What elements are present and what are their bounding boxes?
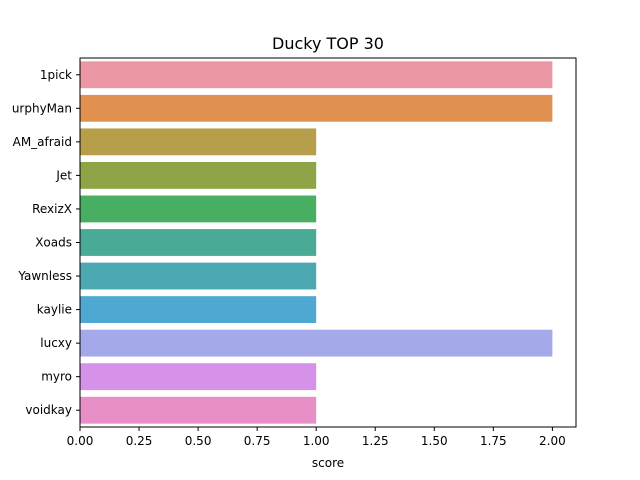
bar-urphyMan	[80, 94, 553, 122]
y-tick-label: lucxy	[40, 336, 72, 350]
y-tick-label: Yawnless	[17, 269, 72, 283]
x-tick-label: 0.75	[244, 434, 271, 448]
y-tick-label: urphyMan	[12, 101, 72, 115]
bar-AM_afraid	[80, 128, 317, 156]
bar-Yawnless	[80, 262, 317, 290]
x-tick-label: 0.25	[126, 434, 153, 448]
bar-Jet	[80, 161, 317, 189]
y-tick-label: myro	[41, 370, 72, 384]
y-tick-label: Jet	[55, 168, 72, 182]
x-tick-label: 2.00	[539, 434, 566, 448]
y-tick-label: voidkay	[25, 403, 72, 417]
bar-1pick	[80, 61, 553, 89]
bar-voidkay	[80, 396, 317, 424]
bars-group	[80, 61, 553, 424]
bar-lucxy	[80, 329, 553, 357]
y-tick-label: 1pick	[40, 68, 72, 82]
y-tick-label: kaylie	[37, 303, 72, 317]
x-tick-label: 1.75	[480, 434, 507, 448]
bar-kaylie	[80, 296, 317, 324]
x-tick-label: 1.25	[362, 434, 389, 448]
x-axis-label: score	[312, 456, 344, 470]
bar-RexizX	[80, 195, 317, 223]
y-tick-label: RexizX	[32, 202, 72, 216]
y-tick-label: AM_afraid	[13, 135, 72, 149]
y-tick-label: Xoads	[35, 236, 72, 250]
chart-title: Ducky TOP 30	[272, 34, 384, 53]
bar-Xoads	[80, 229, 317, 256]
x-axis-ticks: 0.00 0.25 0.50 0.75 1.00 1.25 1.50 1.75 2.00	[67, 427, 566, 448]
x-tick-label: 1.00	[303, 434, 330, 448]
x-tick-label: 1.50	[421, 434, 448, 448]
x-tick-label: 0.00	[67, 434, 94, 448]
y-axis-ticks: 1pick urphyMan AM_afraid Jet RexizX Xoads Yawn…	[12, 68, 80, 417]
plot-frame	[79, 57, 577, 428]
x-tick-label: 0.50	[185, 434, 212, 448]
bar-myro	[80, 363, 317, 391]
